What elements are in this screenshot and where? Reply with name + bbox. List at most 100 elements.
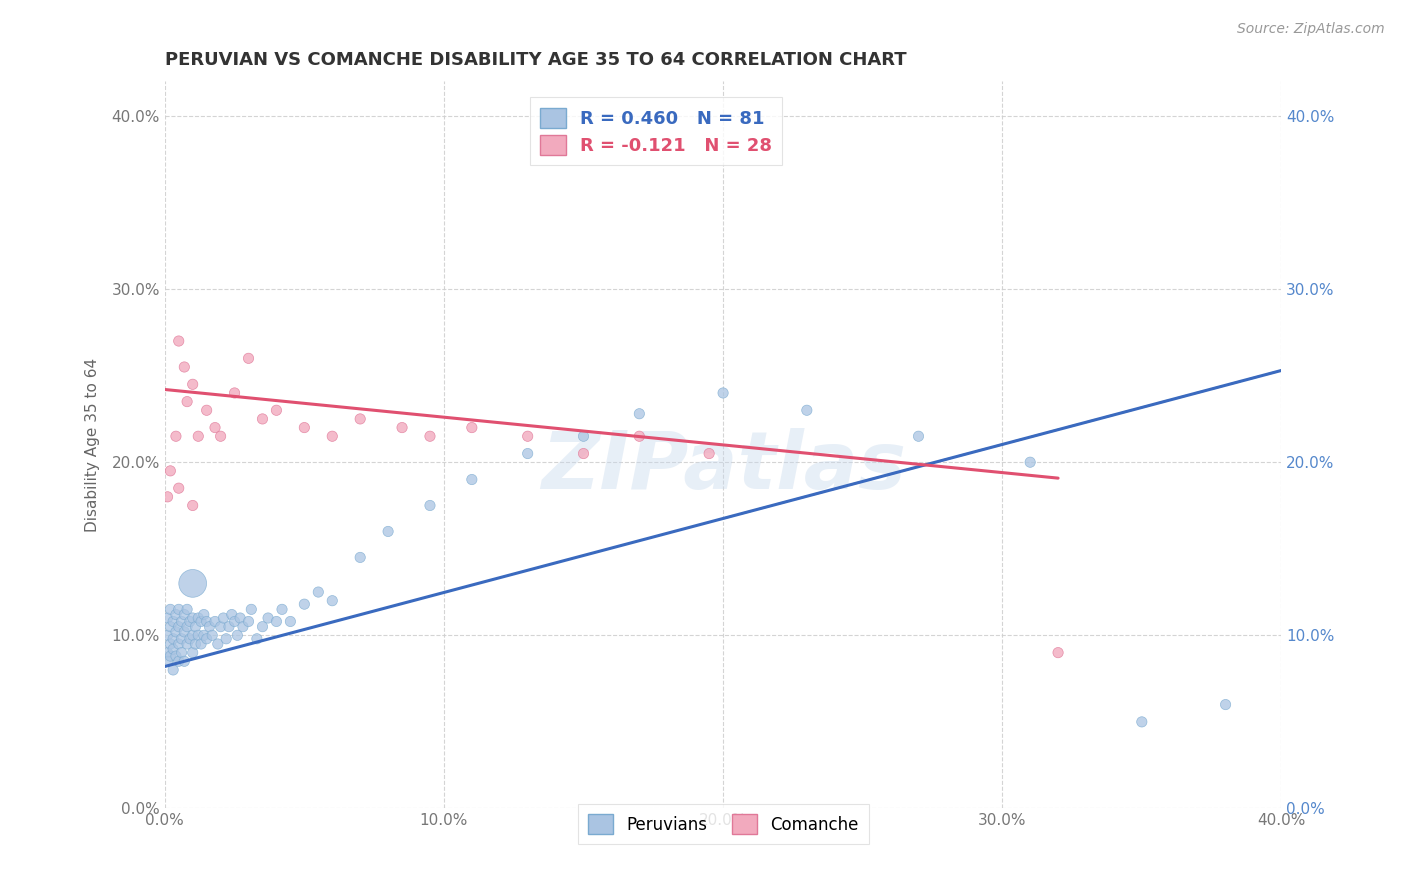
- Point: [224, 615, 246, 629]
- Point: [156, 654, 179, 668]
- Point: [215, 632, 238, 646]
- Text: Source: ZipAtlas.com: Source: ZipAtlas.com: [1237, 22, 1385, 37]
- Point: [195, 632, 218, 646]
- Point: [697, 446, 720, 460]
- Point: [238, 351, 260, 366]
- Point: [201, 628, 224, 642]
- Point: [204, 420, 226, 434]
- Point: [209, 429, 232, 443]
- Point: [173, 607, 195, 622]
- Point: [159, 602, 181, 616]
- Point: [321, 429, 343, 443]
- Point: [170, 646, 193, 660]
- Point: [159, 464, 181, 478]
- Point: [240, 602, 263, 616]
- Text: PERUVIAN VS COMANCHE DISABILITY AGE 35 TO 64 CORRELATION CHART: PERUVIAN VS COMANCHE DISABILITY AGE 35 T…: [165, 51, 907, 69]
- Point: [257, 611, 280, 625]
- Point: [292, 420, 315, 434]
- Point: [165, 624, 187, 639]
- Point: [628, 429, 651, 443]
- Point: [193, 607, 215, 622]
- Point: [184, 620, 207, 634]
- Point: [232, 620, 254, 634]
- Point: [307, 585, 329, 599]
- Point: [156, 490, 179, 504]
- Y-axis label: Disability Age 35 to 64: Disability Age 35 to 64: [86, 358, 100, 532]
- Point: [179, 632, 201, 646]
- Point: [516, 446, 538, 460]
- Point: [266, 403, 288, 417]
- Point: [165, 429, 187, 443]
- Point: [159, 637, 181, 651]
- Point: [167, 602, 190, 616]
- Point: [1215, 698, 1237, 712]
- Point: [167, 637, 190, 651]
- Point: [162, 615, 184, 629]
- Point: [190, 637, 212, 651]
- Point: [419, 499, 441, 513]
- Point: [156, 646, 179, 660]
- Point: [165, 607, 187, 622]
- Point: [271, 602, 294, 616]
- Point: [181, 611, 204, 625]
- Point: [181, 628, 204, 642]
- Point: [907, 429, 929, 443]
- Point: [218, 620, 240, 634]
- Point: [176, 620, 198, 634]
- Point: [193, 628, 215, 642]
- Point: [170, 615, 193, 629]
- Point: [198, 620, 221, 634]
- Point: [461, 473, 484, 487]
- Point: [156, 611, 179, 625]
- Point: [1130, 714, 1153, 729]
- Point: [162, 642, 184, 657]
- Point: [162, 632, 184, 646]
- Point: [167, 334, 190, 348]
- Point: [176, 602, 198, 616]
- Point: [167, 620, 190, 634]
- Point: [1019, 455, 1042, 469]
- Point: [173, 654, 195, 668]
- Point: [572, 429, 595, 443]
- Point: [349, 550, 371, 565]
- Point: [204, 615, 226, 629]
- Point: [461, 420, 484, 434]
- Point: [711, 386, 734, 401]
- Point: [167, 481, 190, 495]
- Point: [195, 403, 218, 417]
- Point: [292, 597, 315, 611]
- Point: [195, 615, 218, 629]
- Point: [280, 615, 302, 629]
- Point: [173, 359, 195, 374]
- Point: [628, 407, 651, 421]
- Point: [181, 576, 204, 591]
- Point: [179, 615, 201, 629]
- Point: [419, 429, 441, 443]
- Point: [224, 386, 246, 401]
- Point: [187, 429, 209, 443]
- Point: [184, 637, 207, 651]
- Point: [165, 649, 187, 664]
- Point: [187, 628, 209, 642]
- Point: [170, 632, 193, 646]
- Point: [159, 649, 181, 664]
- Point: [349, 412, 371, 426]
- Point: [167, 654, 190, 668]
- Point: [173, 624, 195, 639]
- Point: [176, 394, 198, 409]
- Point: [181, 377, 204, 392]
- Point: [162, 663, 184, 677]
- Point: [321, 593, 343, 607]
- Point: [796, 403, 818, 417]
- Point: [207, 637, 229, 651]
- Point: [187, 611, 209, 625]
- Point: [246, 632, 269, 646]
- Point: [181, 499, 204, 513]
- Point: [159, 620, 181, 634]
- Point: [1047, 646, 1070, 660]
- Point: [377, 524, 399, 539]
- Point: [156, 628, 179, 642]
- Point: [190, 615, 212, 629]
- Text: ZIPatlas: ZIPatlas: [540, 427, 905, 506]
- Point: [516, 429, 538, 443]
